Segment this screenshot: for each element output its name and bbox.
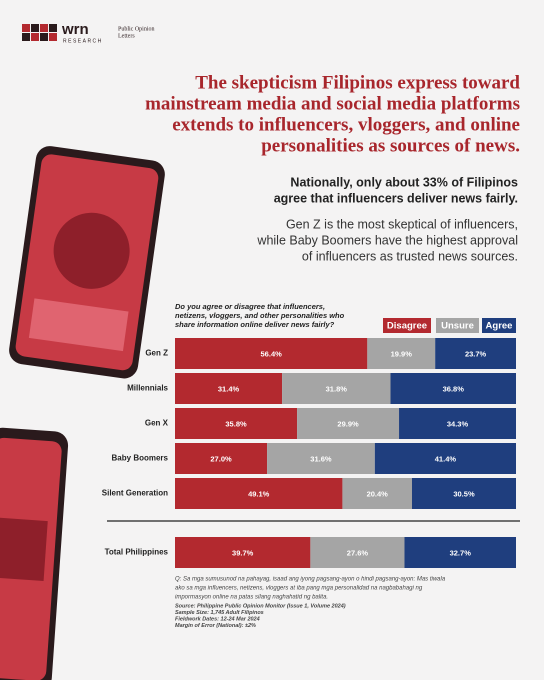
highlight: agree that influencers deliver news fair… bbox=[274, 191, 518, 205]
brand-name: wrn bbox=[61, 21, 89, 38]
value-label: 30.5% bbox=[453, 489, 475, 498]
phone-illustration bbox=[0, 146, 165, 680]
partner-name: Letters bbox=[118, 33, 135, 39]
legend-swatch bbox=[436, 318, 479, 333]
legend-swatch bbox=[482, 318, 516, 333]
value-label: 29.9% bbox=[337, 419, 359, 428]
value-label: 27.6% bbox=[347, 548, 369, 557]
bar-segment bbox=[399, 408, 516, 439]
category-label: Silent Generation bbox=[102, 489, 168, 498]
question-note: Q: Sa mga sumusunod na pahayag, isaad an… bbox=[175, 577, 446, 583]
summary: while Baby Boomers have the highest appr… bbox=[256, 233, 518, 247]
source-note: Sample Size: 1,745 Adult Filipinos bbox=[175, 610, 264, 616]
source-note: Fieldwork Dates: 12-24 Mar 2024 bbox=[175, 616, 260, 622]
bar-segment bbox=[175, 338, 368, 369]
bar-segment bbox=[175, 408, 298, 439]
legend-label: Agree bbox=[486, 321, 513, 332]
category-label: Gen Z bbox=[145, 349, 168, 358]
value-label: 35.8% bbox=[225, 419, 247, 428]
logo bbox=[22, 24, 57, 41]
bar-segment bbox=[175, 373, 283, 404]
legend-swatch bbox=[383, 318, 431, 333]
source-note: Margin of Error (National): ±2% bbox=[175, 623, 256, 629]
value-label: 20.4% bbox=[367, 489, 389, 498]
bar-segment bbox=[342, 478, 412, 509]
chart-question: Do you agree or disagree that influencer… bbox=[175, 302, 325, 311]
bar-segment bbox=[367, 338, 436, 369]
value-label: 56.4% bbox=[261, 349, 283, 358]
value-label: 41.4% bbox=[435, 454, 457, 463]
bar-segment bbox=[297, 408, 400, 439]
value-label: 19.9% bbox=[391, 349, 413, 358]
value-label: 31.4% bbox=[218, 384, 240, 393]
chart-question: netizens, vloggers, and other personalit… bbox=[175, 311, 345, 320]
value-label: 36.8% bbox=[443, 384, 465, 393]
value-label: 49.1% bbox=[248, 489, 270, 498]
headline: personalities as sources of news. bbox=[261, 135, 520, 156]
bar-segment bbox=[374, 443, 516, 474]
value-label: 23.7% bbox=[465, 349, 487, 358]
value-label: 27.0% bbox=[210, 454, 232, 463]
question-note: impormasyon online na patas silang nagha… bbox=[175, 595, 328, 601]
bar-segment bbox=[175, 478, 343, 509]
value-label: 39.7% bbox=[232, 548, 254, 557]
bar-segment bbox=[267, 443, 375, 474]
summary: of influencers as trusted news sources. bbox=[302, 249, 518, 263]
bar-segment bbox=[310, 537, 405, 568]
bar-segment bbox=[435, 338, 516, 369]
legend-label: Disagree bbox=[387, 321, 427, 332]
category-label: Baby Boomers bbox=[112, 454, 169, 463]
bar-segment bbox=[390, 373, 516, 404]
question-note: ako sa mga influencers, netizens, vlogge… bbox=[175, 586, 423, 592]
category-label: Millennials bbox=[127, 384, 168, 393]
chart-question: share information online deliver news fa… bbox=[175, 320, 335, 329]
highlight: Nationally, only about 33% of Filipinos bbox=[290, 175, 518, 189]
summary: Gen Z is the most skeptical of influence… bbox=[286, 217, 518, 231]
bar-segment bbox=[175, 537, 311, 568]
bar-segment bbox=[404, 537, 516, 568]
headline: mainstream media and social media platfo… bbox=[145, 93, 520, 114]
headline: The skepticism Filipinos express toward bbox=[195, 72, 520, 93]
source-note: Source: Philippine Public Opinion Monito… bbox=[175, 603, 346, 609]
category-label: Gen X bbox=[145, 419, 169, 428]
headline: extends to influencers, vloggers, and on… bbox=[172, 114, 520, 135]
category-label: Total Philippines bbox=[105, 548, 169, 557]
value-label: 32.7% bbox=[450, 548, 472, 557]
partner-name: Public Opinion bbox=[118, 26, 155, 32]
bar-segment bbox=[282, 373, 391, 404]
value-label: 31.6% bbox=[310, 454, 332, 463]
bar-segment bbox=[175, 443, 268, 474]
value-label: 31.8% bbox=[326, 384, 348, 393]
brand-tag: RESEARCH bbox=[63, 38, 103, 44]
legend-label: Unsure bbox=[441, 321, 474, 332]
bar-segment bbox=[411, 478, 516, 509]
value-label: 34.3% bbox=[447, 419, 469, 428]
